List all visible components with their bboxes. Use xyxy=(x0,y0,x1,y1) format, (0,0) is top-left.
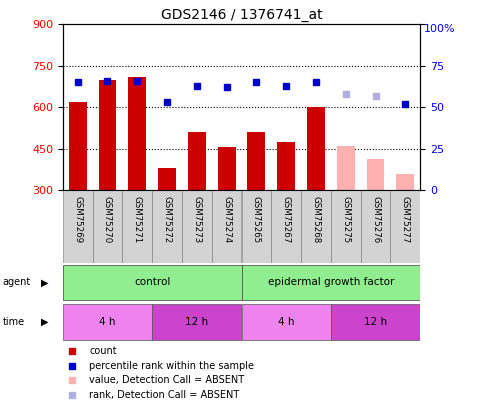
Text: GSM75274: GSM75274 xyxy=(222,196,231,243)
Text: GSM75268: GSM75268 xyxy=(312,196,320,243)
Text: 12 h: 12 h xyxy=(364,317,387,327)
Bar xyxy=(128,77,146,190)
Title: GDS2146 / 1376741_at: GDS2146 / 1376741_at xyxy=(161,8,322,22)
Bar xyxy=(188,132,206,190)
Text: time: time xyxy=(2,317,25,327)
Bar xyxy=(242,190,271,263)
Text: 12 h: 12 h xyxy=(185,317,208,327)
Bar xyxy=(63,190,93,263)
Bar xyxy=(271,190,301,263)
Bar xyxy=(69,102,86,190)
Bar xyxy=(152,304,242,340)
Text: GSM75271: GSM75271 xyxy=(133,196,142,243)
Text: GSM75269: GSM75269 xyxy=(73,196,82,243)
Text: 100%: 100% xyxy=(424,24,455,34)
Text: rank, Detection Call = ABSENT: rank, Detection Call = ABSENT xyxy=(89,390,240,400)
Bar xyxy=(307,107,325,190)
Bar xyxy=(212,190,242,263)
Bar xyxy=(397,174,414,190)
Text: GSM75276: GSM75276 xyxy=(371,196,380,243)
Text: epidermal growth factor: epidermal growth factor xyxy=(268,277,394,288)
Text: count: count xyxy=(89,346,117,356)
Text: ▶: ▶ xyxy=(41,277,49,288)
Text: GSM75272: GSM75272 xyxy=(163,196,171,243)
Bar xyxy=(158,168,176,190)
Bar xyxy=(247,132,265,190)
Bar xyxy=(361,190,390,263)
Text: control: control xyxy=(134,277,170,288)
Bar xyxy=(242,265,420,300)
Bar xyxy=(331,190,361,263)
Text: GSM75277: GSM75277 xyxy=(401,196,410,243)
Text: 4 h: 4 h xyxy=(99,317,116,327)
Text: GSM75270: GSM75270 xyxy=(103,196,112,243)
Text: value, Detection Call = ABSENT: value, Detection Call = ABSENT xyxy=(89,375,244,385)
Bar xyxy=(367,158,384,190)
Bar xyxy=(277,142,295,190)
Text: agent: agent xyxy=(2,277,30,288)
Text: GSM75273: GSM75273 xyxy=(192,196,201,243)
Bar xyxy=(337,146,355,190)
Bar xyxy=(63,265,242,300)
Bar xyxy=(93,190,122,263)
Bar xyxy=(242,304,331,340)
Bar xyxy=(63,304,152,340)
Bar xyxy=(301,190,331,263)
Bar xyxy=(218,147,236,190)
Bar xyxy=(152,190,182,263)
Text: GSM75267: GSM75267 xyxy=(282,196,291,243)
Bar xyxy=(99,80,116,190)
Bar xyxy=(182,190,212,263)
Bar xyxy=(390,190,420,263)
Bar xyxy=(331,304,420,340)
Text: GSM75275: GSM75275 xyxy=(341,196,350,243)
Text: percentile rank within the sample: percentile rank within the sample xyxy=(89,361,255,371)
Bar xyxy=(122,190,152,263)
Text: ▶: ▶ xyxy=(41,317,49,327)
Text: GSM75265: GSM75265 xyxy=(252,196,261,243)
Text: 4 h: 4 h xyxy=(278,317,295,327)
